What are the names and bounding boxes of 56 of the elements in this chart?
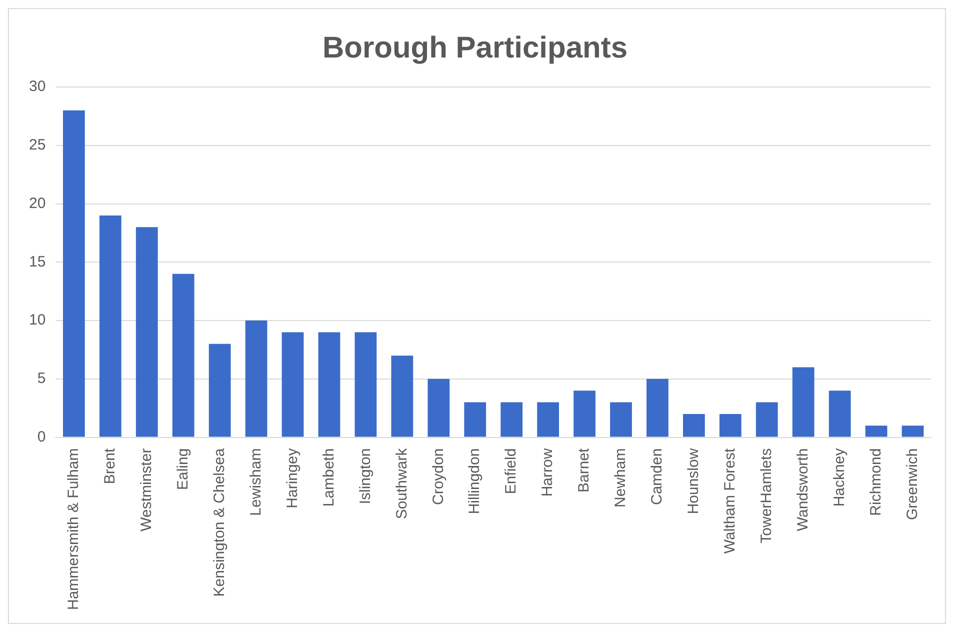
bar xyxy=(136,227,158,437)
bar xyxy=(318,332,340,437)
x-tick-label: Brent xyxy=(102,447,119,484)
bar xyxy=(756,402,778,437)
y-tick-label: 0 xyxy=(37,428,46,446)
chart-title: Borough Participants xyxy=(322,31,628,64)
y-tick-label: 5 xyxy=(37,370,46,388)
x-tick-label: Greenwich xyxy=(904,448,921,520)
bar xyxy=(99,215,122,437)
x-tick-label: Islington xyxy=(356,448,374,504)
bar xyxy=(828,390,851,437)
x-tick-label: Waltham Forest xyxy=(722,447,739,554)
x-tick-label: Camden xyxy=(648,448,666,506)
x-tick-label: Richmond xyxy=(867,448,884,516)
x-tick-label: Hackney xyxy=(830,448,848,507)
x-tick-label: Enfield xyxy=(502,448,520,494)
x-tick-label: Hounslow xyxy=(685,448,702,514)
bar xyxy=(610,402,632,437)
y-tick-label: 20 xyxy=(28,194,46,212)
bar xyxy=(574,390,596,437)
bar xyxy=(500,402,523,437)
bar xyxy=(391,356,414,437)
bar xyxy=(902,426,924,437)
x-tick-label: Newham xyxy=(612,448,630,508)
bar xyxy=(792,367,814,437)
x-tick-label: Southwark xyxy=(393,448,410,520)
x-tick-label: Hammersmith & Fulham xyxy=(65,448,82,610)
bar xyxy=(354,332,377,437)
bar xyxy=(646,378,668,437)
x-tick-label: Wandsworth xyxy=(794,448,812,532)
bar xyxy=(428,378,450,437)
bar xyxy=(537,402,559,437)
y-tick-label: 25 xyxy=(28,136,46,154)
x-tick-label: Westminster xyxy=(138,448,156,532)
x-tick-label: Lewisham xyxy=(247,448,264,516)
bar xyxy=(62,110,85,437)
y-tick-label: 15 xyxy=(28,253,46,270)
x-tick-label: Kensington & Chelsea xyxy=(210,448,228,597)
x-tick-label: Barnet xyxy=(576,447,593,493)
bar xyxy=(245,320,268,437)
bar xyxy=(172,274,194,437)
x-tick-label: Haringey xyxy=(284,448,301,508)
x-tick-label: Croydon xyxy=(430,448,447,506)
bar xyxy=(719,414,742,437)
x-tick-label: Ealing xyxy=(174,448,192,490)
x-tick-label: Hillingdon xyxy=(466,448,484,514)
y-tick-label: 30 xyxy=(28,78,46,96)
bar xyxy=(682,414,705,437)
y-tick-label: 10 xyxy=(28,312,46,329)
x-tick-label: Lambeth xyxy=(320,448,338,507)
bar xyxy=(282,332,304,437)
bar xyxy=(208,344,231,437)
x-tick-label: TowerHamlets xyxy=(758,448,776,544)
bar xyxy=(464,402,486,437)
x-tick-label: Harrow xyxy=(539,448,556,497)
bar xyxy=(865,426,888,437)
